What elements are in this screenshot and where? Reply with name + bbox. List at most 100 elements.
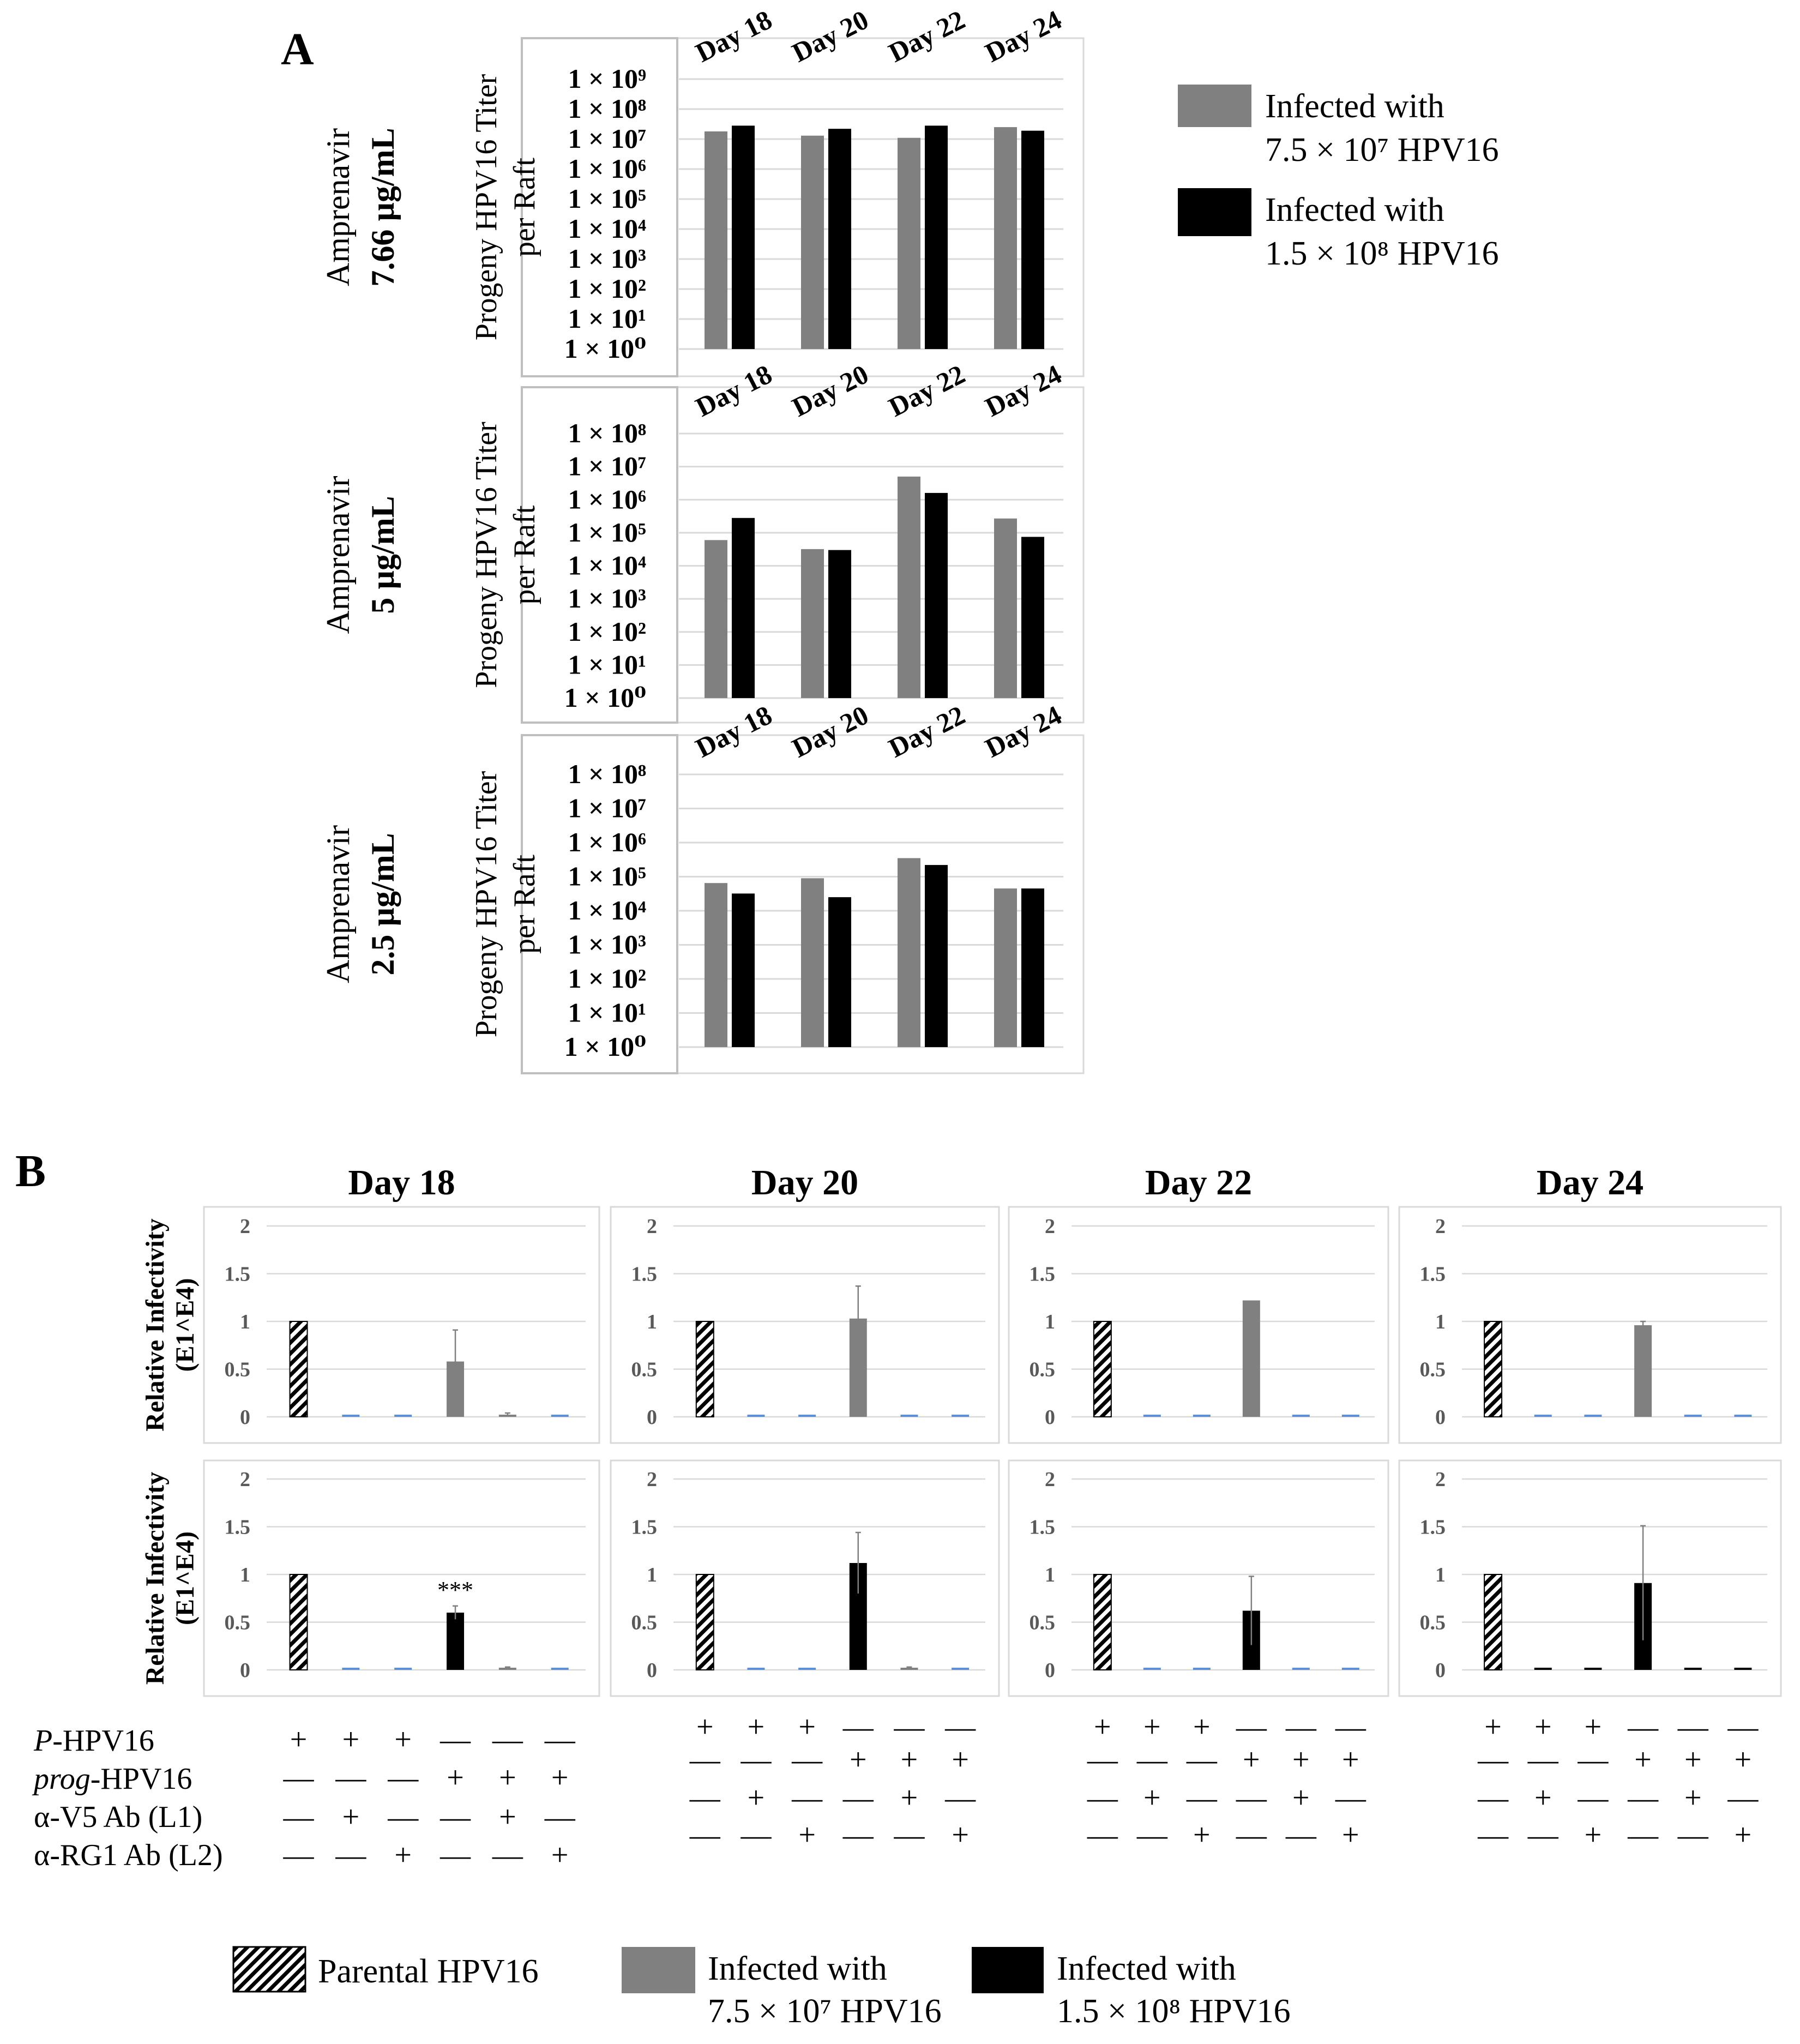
sign-cell: — bbox=[1335, 1781, 1366, 1815]
bar bbox=[289, 1574, 308, 1670]
baseline-bar bbox=[1734, 1668, 1752, 1670]
bar-gray bbox=[705, 131, 727, 349]
chart-b-day22-row2: 0 0.5 1 1.5 2 bbox=[1008, 1459, 1389, 1697]
y-axis-title-line2: (E1^E4) bbox=[171, 1278, 200, 1372]
sign-cell: + bbox=[551, 1761, 569, 1795]
chart-b-day20-row1: 0 0.5 1 1.5 2 Day 20 bbox=[610, 1163, 1000, 1444]
chart-frame bbox=[1008, 1206, 1389, 1444]
chart-frame bbox=[1008, 1459, 1389, 1697]
y-tick-label: 2 bbox=[1045, 1215, 1055, 1238]
baseline-bar bbox=[394, 1415, 412, 1417]
baseline-bar bbox=[1684, 1668, 1702, 1670]
y-tick-label: 0.5 bbox=[225, 1612, 251, 1634]
sign-cell: — bbox=[944, 1781, 976, 1815]
chart-title: Day 22 bbox=[1145, 1163, 1252, 1203]
sign-cell: — bbox=[492, 1838, 523, 1872]
sign-cell: — bbox=[544, 1800, 576, 1834]
x-category-label: Day 22 bbox=[884, 699, 970, 763]
sign-cell: + bbox=[850, 1743, 867, 1777]
y-tick-label: 1 × 10³ bbox=[568, 583, 646, 614]
y-tick-label: 1.5 bbox=[631, 1516, 658, 1539]
row-title-drug: Amprenavir bbox=[320, 128, 356, 286]
y-tick-label: 0.5 bbox=[631, 1358, 658, 1381]
bar-gray bbox=[898, 476, 920, 698]
sign-cell: + bbox=[1634, 1743, 1652, 1777]
bar bbox=[1093, 1321, 1112, 1417]
legend-b2-line1: Infected with bbox=[708, 1950, 887, 1987]
bar bbox=[1634, 1325, 1652, 1417]
condition-row-labels: P-HPV16 prog-HPV16 α-V5 Ab (L1) α-RG1 Ab… bbox=[32, 1724, 223, 1872]
sign-cell: — bbox=[283, 1838, 315, 1872]
panel-a-label: A bbox=[281, 24, 314, 75]
y-tick-label: 1 × 10⁷ bbox=[568, 793, 646, 823]
sign-cell: — bbox=[387, 1761, 419, 1795]
sign-cell: + bbox=[901, 1781, 918, 1815]
condition-signs: + + + — — —— — — + + +— + — — + —— — + — — ++ + + — — —— — — + + +— + — —… bbox=[283, 1710, 1759, 1872]
sign-cell: + bbox=[499, 1761, 516, 1795]
y-tick-label: 1.5 bbox=[1030, 1263, 1056, 1286]
sign-cell: + bbox=[1735, 1818, 1752, 1852]
legend-swatch-black bbox=[1178, 188, 1251, 236]
y-tick-label: 1 × 10⁵ bbox=[568, 183, 646, 214]
sign-cell: — bbox=[544, 1723, 576, 1757]
y-tick-label: 2 bbox=[1045, 1468, 1055, 1491]
y-tick-label: 1.5 bbox=[631, 1263, 658, 1286]
sign-cell: — bbox=[283, 1800, 315, 1834]
y-axis-title-line2: per Raft bbox=[508, 505, 541, 604]
x-category-label: Day 18 bbox=[691, 358, 777, 422]
baseline-bar bbox=[1193, 1415, 1211, 1417]
legend-b2-line2: 7.5 × 10⁷ HPV16 bbox=[708, 1993, 942, 2030]
legend-b3-line1: Infected with bbox=[1057, 1950, 1236, 1987]
panel-b-legend: Parental HPV16 Infected with 7.5 × 10⁷ H… bbox=[232, 1946, 1291, 2030]
y-tick-label: 2 bbox=[1435, 1215, 1446, 1238]
y-tick-label: 1.5 bbox=[1420, 1263, 1446, 1286]
y-tick-label: 1 × 10² bbox=[568, 616, 646, 647]
y-tick-label: 1 × 10⁶ bbox=[568, 153, 646, 184]
y-tick-label: 1 bbox=[1435, 1310, 1446, 1333]
bar-black bbox=[1021, 130, 1044, 349]
bar-gray bbox=[705, 540, 727, 698]
sign-cell: — bbox=[1677, 1818, 1709, 1852]
chart-b-day24-row2: 0 0.5 1 1.5 2 bbox=[1398, 1459, 1782, 1697]
sign-cell: + bbox=[798, 1818, 816, 1852]
sign-cell: — bbox=[791, 1743, 823, 1777]
y-tick-label: 1.5 bbox=[225, 1263, 251, 1286]
sign-cell: — bbox=[740, 1743, 772, 1777]
baseline-bar bbox=[1193, 1668, 1211, 1670]
bar-gray bbox=[898, 137, 920, 350]
bar bbox=[1093, 1574, 1112, 1670]
sign-cell: + bbox=[1243, 1743, 1260, 1777]
bar-gray bbox=[898, 858, 920, 1047]
sign-cell: + bbox=[342, 1800, 360, 1834]
bar-black bbox=[925, 492, 948, 698]
sign-cell: + bbox=[1292, 1743, 1310, 1777]
baseline-bar bbox=[551, 1415, 569, 1417]
sign-cell: + bbox=[290, 1723, 308, 1757]
sign-cell: — bbox=[1236, 1781, 1267, 1815]
sign-cell: — bbox=[1186, 1781, 1218, 1815]
sign-cell: — bbox=[1136, 1818, 1168, 1852]
chart-b-day18-row1: 0 0.5 1 1.5 2 Day 18 Relative Infectivity (E1^E… bbox=[141, 1163, 600, 1444]
y-tick-label: 1 × 10² bbox=[568, 963, 646, 994]
sign-cell: — bbox=[492, 1723, 523, 1757]
sign-cell: — bbox=[440, 1800, 471, 1834]
x-category-label: Day 20 bbox=[787, 699, 874, 763]
baseline-bar bbox=[1143, 1415, 1161, 1417]
sign-cell: — bbox=[1136, 1743, 1168, 1777]
sign-cell: — bbox=[1477, 1818, 1509, 1852]
y-tick-label: 1 × 10¹ bbox=[568, 303, 646, 334]
y-tick-label: 1 × 10⁴ bbox=[568, 550, 646, 581]
y-tick-label: 1 × 10⁰ bbox=[564, 333, 646, 364]
baseline-bar bbox=[747, 1415, 765, 1417]
y-axis-title-line2: (E1^E4) bbox=[171, 1531, 200, 1625]
bar bbox=[1484, 1321, 1503, 1417]
bar-gray bbox=[801, 878, 824, 1047]
baseline-bar bbox=[1734, 1415, 1752, 1417]
chart-b-day18-row2: 0 0.5 1 1.5 2 *** Relative Infectivity (E1^E4) bbox=[141, 1459, 600, 1697]
y-tick-label: 0.5 bbox=[1420, 1612, 1446, 1634]
x-category-label: Day 22 bbox=[884, 4, 970, 68]
bar-black bbox=[828, 129, 851, 349]
y-tick-label: 1 bbox=[647, 1564, 657, 1586]
baseline-bar bbox=[1341, 1415, 1359, 1417]
